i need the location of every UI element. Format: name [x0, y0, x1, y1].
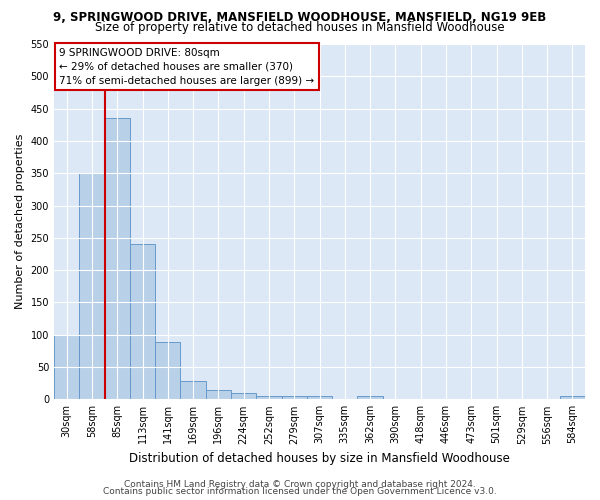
- Bar: [181, 381, 206, 400]
- Text: Contains public sector information licensed under the Open Government Licence v3: Contains public sector information licen…: [103, 487, 497, 496]
- Bar: [560, 396, 585, 400]
- Bar: [155, 342, 181, 400]
- Y-axis label: Number of detached properties: Number of detached properties: [15, 134, 25, 310]
- Bar: [358, 396, 383, 400]
- X-axis label: Distribution of detached houses by size in Mansfield Woodhouse: Distribution of detached houses by size …: [129, 452, 510, 465]
- Bar: [281, 396, 307, 400]
- Bar: [231, 394, 256, 400]
- Bar: [79, 173, 104, 400]
- Bar: [104, 118, 130, 400]
- Bar: [206, 390, 231, 400]
- Bar: [256, 396, 281, 400]
- Text: 9 SPRINGWOOD DRIVE: 80sqm
← 29% of detached houses are smaller (370)
71% of semi: 9 SPRINGWOOD DRIVE: 80sqm ← 29% of detac…: [59, 48, 314, 86]
- Text: Contains HM Land Registry data © Crown copyright and database right 2024.: Contains HM Land Registry data © Crown c…: [124, 480, 476, 489]
- Bar: [54, 334, 79, 400]
- Text: 9, SPRINGWOOD DRIVE, MANSFIELD WOODHOUSE, MANSFIELD, NG19 9EB: 9, SPRINGWOOD DRIVE, MANSFIELD WOODHOUSE…: [53, 11, 547, 24]
- Bar: [130, 244, 155, 400]
- Text: Size of property relative to detached houses in Mansfield Woodhouse: Size of property relative to detached ho…: [95, 21, 505, 34]
- Bar: [307, 396, 332, 400]
